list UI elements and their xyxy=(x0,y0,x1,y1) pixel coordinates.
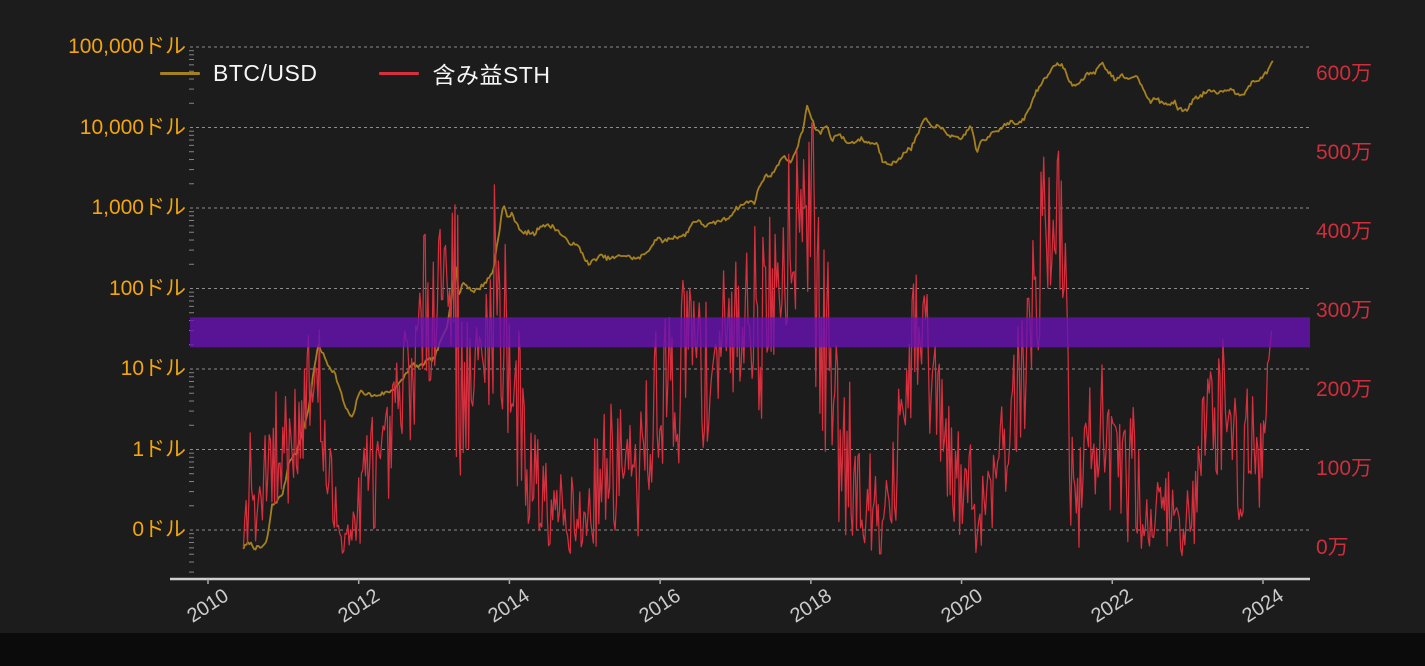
right-axis-tick-label: 500万 xyxy=(1316,141,1373,164)
bottom-bar xyxy=(0,633,1425,666)
right-axis-tick-label: 100万 xyxy=(1316,457,1373,480)
chart-legend: BTC/USD 含み益STH xyxy=(160,56,600,90)
right-axis-tick-label: 200万 xyxy=(1316,378,1373,401)
left-axis-tick-label: 10ドル xyxy=(120,357,186,380)
legend-item-btc-usd[interactable]: BTC/USD xyxy=(160,60,317,87)
left-axis-tick-label: 1ドル xyxy=(132,437,186,461)
left-axis-tick-label: 10,000ドル xyxy=(79,115,186,139)
highlight-band xyxy=(190,317,1310,348)
right-axis-tick-label: 600万 xyxy=(1316,62,1373,85)
legend-label-sth: 含み益STH xyxy=(432,62,551,88)
right-axis-tick-label: 0万 xyxy=(1316,536,1349,559)
btc-line-swatch-icon xyxy=(160,71,200,75)
left-axis-tick-label: 100ドル xyxy=(108,276,186,300)
sth-line xyxy=(242,122,1273,557)
legend-label-btc-usd: BTC/USD xyxy=(213,59,318,86)
left-axis-tick-label: 0ドル xyxy=(132,518,186,541)
right-axis-tick-label: 400万 xyxy=(1316,220,1373,243)
right-axis-tick-label: 300万 xyxy=(1316,299,1373,322)
left-axis-tick-label: 1,000ドル xyxy=(91,196,186,219)
legend-item-sth[interactable]: 含み益STH xyxy=(379,56,550,90)
left-axis-tick-label: 100,000ドル xyxy=(68,35,186,58)
sth-line-swatch-icon xyxy=(379,71,420,75)
